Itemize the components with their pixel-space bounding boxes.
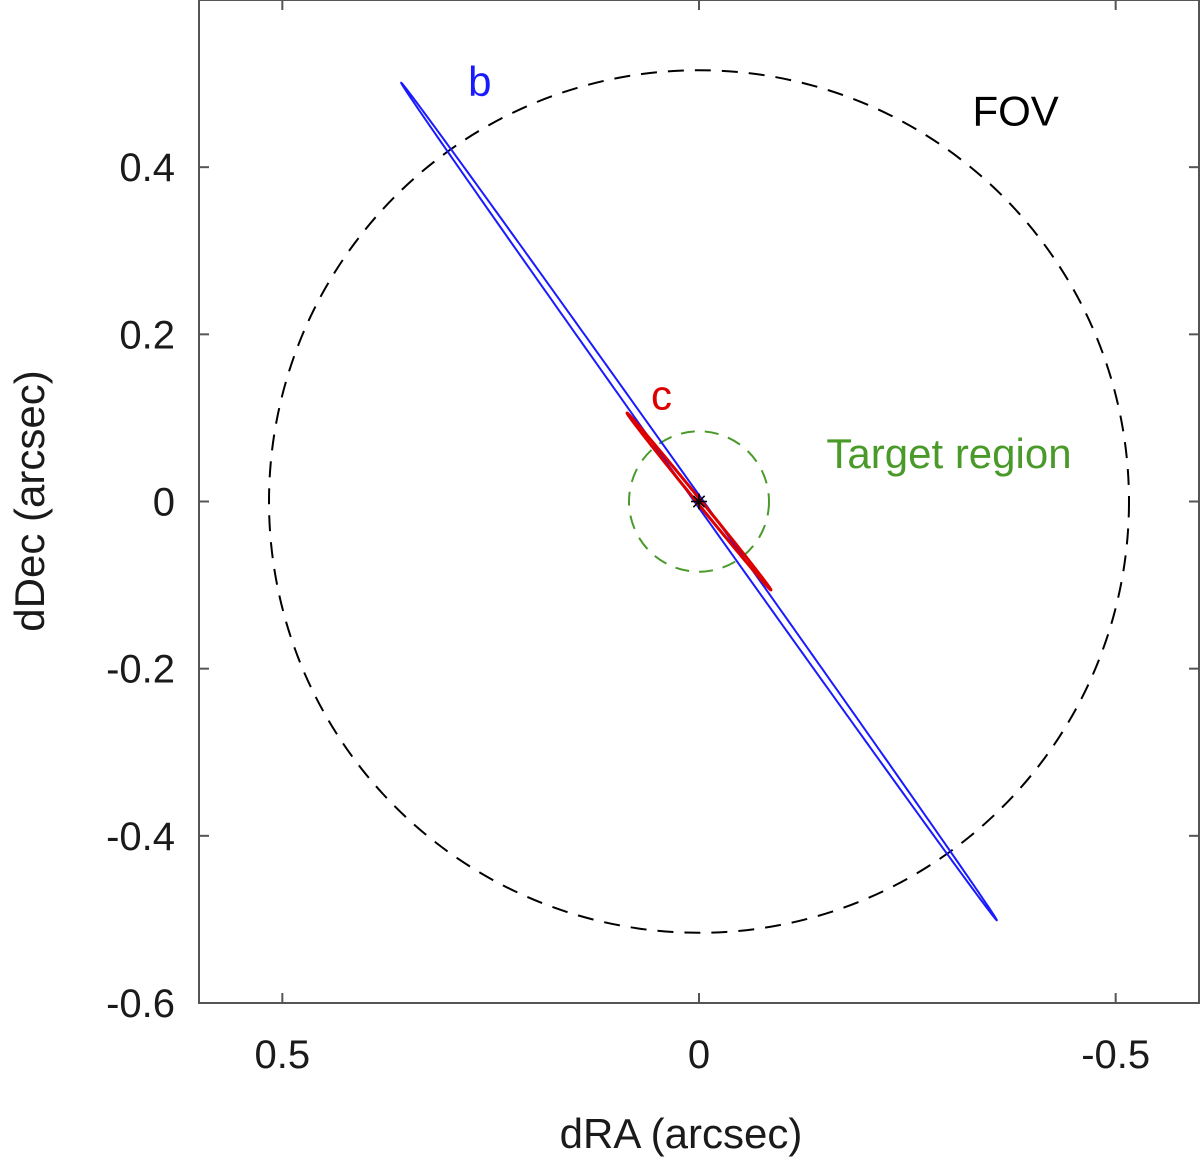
x-axis-title: dRA (arcsec)	[560, 1110, 803, 1157]
y-axis: 0.4 0.2 0 -0.2 -0.4 -0.6	[106, 146, 1199, 1026]
target-region-circle	[628, 430, 770, 573]
y-axis-title: dDec (arcsec)	[6, 370, 53, 631]
y-tick-label: -0.2	[106, 648, 175, 692]
FOV-label: FOV	[972, 87, 1058, 134]
target-region-label: Target region	[826, 430, 1071, 477]
ellipse-c	[625, 411, 773, 592]
ellipse-c-label: c	[651, 372, 672, 419]
y-tick-label: 0.2	[119, 313, 175, 357]
x-tick-label: -0.5	[1081, 1033, 1150, 1077]
markers-layer	[691, 493, 707, 510]
regions-layer	[268, 69, 1130, 934]
y-tick-label: 0.4	[119, 146, 175, 190]
y-tick-label: -0.6	[106, 982, 175, 1026]
FOV-circle	[268, 69, 1130, 934]
star-position	[691, 493, 707, 510]
marker-stroke	[692, 495, 706, 508]
y-tick-label: 0	[153, 481, 175, 525]
ellipse-b-label: b	[468, 58, 491, 105]
ellipses-layer	[400, 81, 998, 922]
x-tick-label: 0.5	[255, 1033, 311, 1077]
x-tick-label: 0	[688, 1033, 710, 1077]
x-axis: 0.5 0 -0.5	[255, 0, 1150, 1077]
annotations: FOV Target region b c	[468, 58, 1071, 477]
ellipse-b	[400, 81, 998, 922]
y-tick-label: -0.4	[106, 815, 175, 859]
